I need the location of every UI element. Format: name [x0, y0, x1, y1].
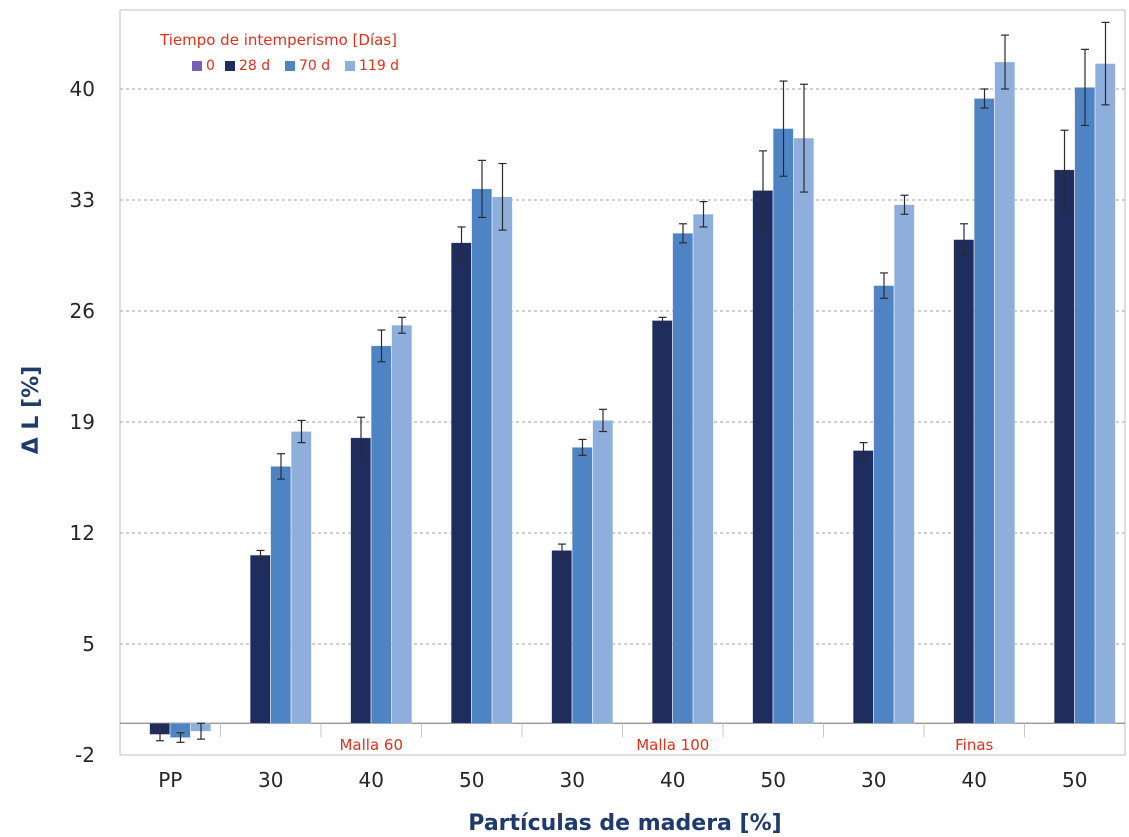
bar — [371, 345, 392, 724]
x-axis-ticks: PP 30 40 50 30 40 50 30 40 50 — [158, 768, 1087, 792]
x-tick-label: 30 — [258, 768, 283, 792]
bar — [551, 550, 572, 724]
bar — [270, 466, 291, 724]
bar — [752, 190, 773, 724]
bar — [1074, 87, 1095, 724]
legend-swatch — [225, 61, 235, 71]
bar — [693, 214, 714, 724]
group-label: Malla 60 — [339, 736, 403, 754]
legend-entry: 0 — [206, 58, 215, 74]
legend-swatch — [192, 61, 202, 71]
x-axis-title: Partículas de madera [%] — [468, 811, 781, 836]
legend-entry: 70 d — [299, 58, 330, 74]
bars — [149, 21, 1116, 743]
y-tick-label: 33 — [70, 188, 95, 212]
bar — [853, 450, 874, 724]
plot-area — [119, 9, 1126, 756]
x-tick-label: PP — [158, 768, 182, 792]
x-tick-label: 30 — [560, 768, 585, 792]
bar — [291, 431, 312, 724]
x-tick-label: 50 — [1062, 768, 1087, 792]
legend-entry: 119 d — [359, 58, 399, 74]
bar — [994, 61, 1015, 724]
x-tick-label: 40 — [660, 768, 685, 792]
legend-entry: 28 d — [239, 58, 270, 74]
bar — [953, 239, 974, 724]
bar — [1054, 169, 1075, 724]
group-label: Malla 100 — [636, 736, 709, 754]
y-tick-label: 5 — [82, 632, 95, 656]
y-axis-ticks: -2 5 12 19 26 33 40 — [70, 77, 95, 767]
y-tick-label: 40 — [70, 77, 95, 101]
y-tick-label: 19 — [70, 410, 95, 434]
x-tick-label: 30 — [861, 768, 886, 792]
bar — [1095, 63, 1116, 724]
bar — [391, 325, 412, 724]
bar — [350, 437, 371, 724]
x-tick-label: 50 — [459, 768, 484, 792]
bar — [451, 242, 472, 724]
bar — [652, 320, 673, 724]
bar — [250, 554, 271, 724]
bar — [592, 420, 613, 724]
legend-title: Tiempo de intemperismo [Días] — [159, 31, 397, 49]
legend-swatch — [345, 61, 355, 71]
bar — [793, 137, 814, 724]
group-labels: Malla 60 Malla 100 Finas — [339, 736, 993, 754]
bar — [773, 128, 794, 724]
bar — [492, 196, 513, 724]
x-tick-label: 40 — [359, 768, 384, 792]
bar — [974, 98, 995, 724]
x-tick-label: 50 — [761, 768, 786, 792]
y-tick-label: 26 — [70, 299, 95, 323]
x-tick-label: 40 — [962, 768, 987, 792]
y-tick-label: 12 — [70, 521, 95, 545]
legend-swatch — [285, 61, 295, 71]
bar — [471, 188, 492, 724]
y-axis-title: Δ L [%] — [19, 366, 44, 455]
legend: Tiempo de intemperismo [Días] 0 28 d 70 d 1… — [159, 31, 399, 74]
bar — [894, 204, 915, 724]
y-tick-label: -2 — [75, 743, 95, 767]
group-label: Finas — [955, 736, 993, 754]
bar — [572, 447, 593, 724]
bar — [873, 285, 894, 724]
bar — [672, 233, 693, 724]
